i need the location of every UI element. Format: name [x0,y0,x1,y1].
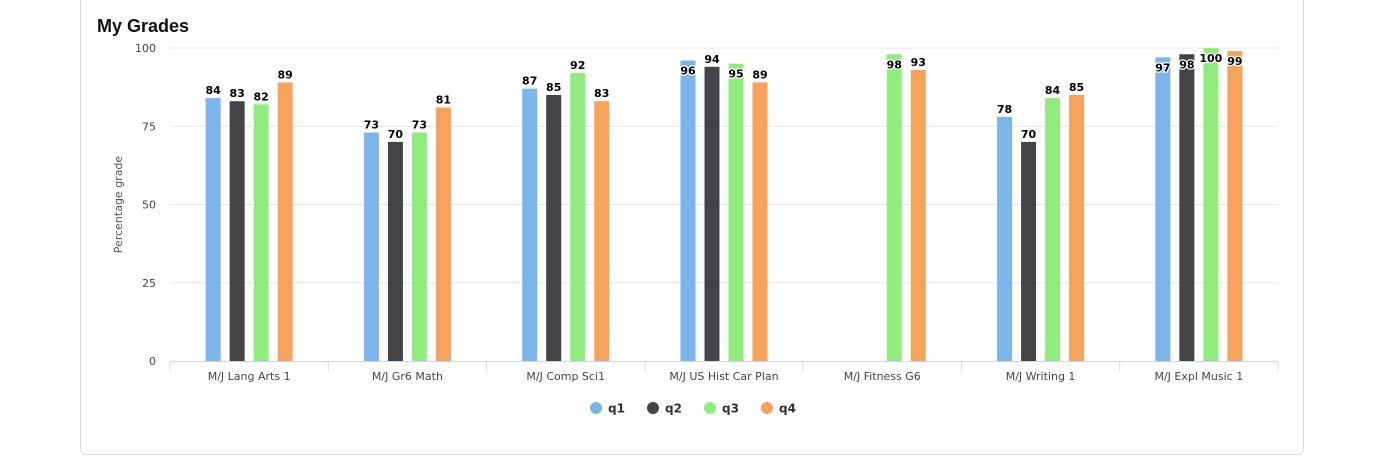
data-label: 89 [752,68,767,81]
bar-q2[interactable] [546,94,562,361]
y-tick-label: 0 [149,355,156,368]
legend-label-q2[interactable]: q2 [665,402,682,416]
card-title: My Grades [97,16,190,36]
bar-q3[interactable] [728,63,744,362]
data-label: 93 [911,56,926,69]
bar-q3[interactable] [1203,48,1219,361]
bar-q4[interactable] [435,107,451,361]
data-label: 82 [253,90,268,103]
bar-q4[interactable] [277,82,293,362]
y-tick-label: 75 [142,120,156,133]
data-label: 70 [1021,128,1037,141]
data-label: 96 [680,65,696,78]
x-tick-label: M/J Writing 1 [1006,370,1076,383]
bar-q2[interactable] [1021,141,1037,361]
legend-marker-q3[interactable] [704,402,716,414]
data-label: 98 [887,58,902,71]
bar-q3[interactable] [570,73,586,361]
data-label: 89 [277,68,292,81]
bar-q1[interactable] [680,60,696,362]
bar-q4[interactable] [910,69,926,361]
data-label: 83 [229,87,244,100]
y-tick-label: 25 [142,277,156,290]
data-label: 98 [1179,58,1194,71]
legend-label-q4[interactable]: q4 [779,402,796,416]
data-label: 85 [1069,81,1084,94]
data-label: 73 [412,119,427,132]
legend-label-q3[interactable]: q3 [722,402,739,416]
x-tick-label: M/J US Hist Car Plan [669,370,778,383]
data-label: 85 [546,81,561,94]
bar-q4[interactable] [1227,51,1243,361]
bar-q2[interactable] [704,66,720,361]
bar-q1[interactable] [522,88,538,361]
bar-q1[interactable] [363,132,379,361]
bar-q4[interactable] [1069,94,1085,361]
legend-marker-q4[interactable] [761,402,773,414]
bar-q4[interactable] [594,101,610,362]
data-label: 99 [1227,55,1242,68]
bar-q1[interactable] [1155,57,1171,361]
data-label: 100 [1199,52,1222,65]
legend-marker-q2[interactable] [647,402,659,414]
data-label: 78 [997,103,1012,116]
data-label: 87 [522,75,537,88]
legend-label-q1[interactable]: q1 [608,402,625,416]
data-label: 95 [728,68,743,81]
bar-q4[interactable] [752,82,768,362]
data-label: 84 [205,84,221,97]
bar-q3[interactable] [253,104,269,361]
bar-q2[interactable] [387,141,403,361]
y-tick-label: 50 [142,199,156,212]
data-label: 97 [1155,61,1170,74]
bar-q3[interactable] [886,54,902,361]
data-label: 73 [364,119,379,132]
data-label: 94 [704,53,720,66]
x-tick-label: M/J Lang Arts 1 [208,370,291,383]
y-axis-title: Percentage grade [112,156,125,254]
data-label: 92 [570,59,585,72]
bar-q1[interactable] [997,116,1013,361]
data-label: 83 [594,87,609,100]
x-tick-label: M/J Gr6 Math [372,370,443,383]
data-label: 81 [436,93,451,106]
bar-q3[interactable] [1045,98,1061,361]
y-tick-label: 100 [135,42,156,55]
x-tick-label: M/J Fitness G6 [844,370,921,383]
x-tick-label: M/J Expl Music 1 [1154,370,1243,383]
bar-q1[interactable] [205,98,221,361]
legend-marker-q1[interactable] [590,402,602,414]
bar-q3[interactable] [411,132,427,361]
data-label: 70 [388,128,404,141]
x-tick-label: M/J Comp Sci1 [526,370,605,383]
bar-q2[interactable] [1179,54,1195,361]
bar-q2[interactable] [229,101,245,362]
data-label: 84 [1045,84,1061,97]
